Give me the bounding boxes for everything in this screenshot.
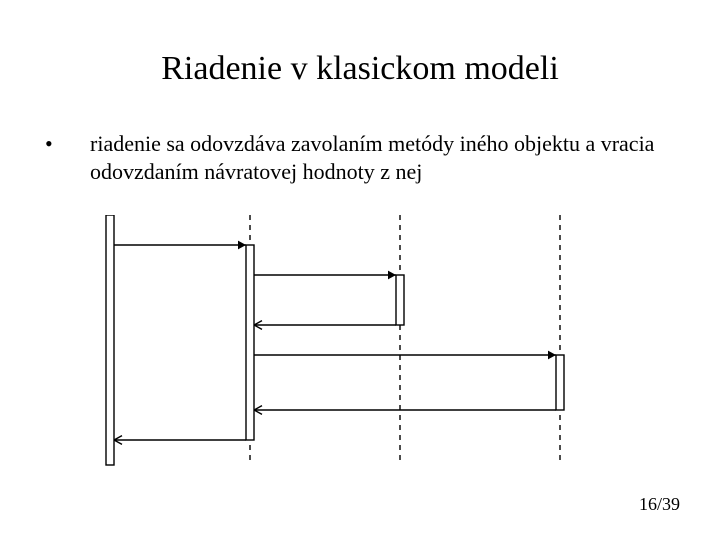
arrowhead-icon — [388, 271, 396, 280]
arrowhead-icon — [238, 241, 246, 250]
slide-title: Riadenie v klasickom modeli — [0, 50, 720, 88]
sequence-diagram — [90, 215, 600, 470]
activation-bar — [396, 275, 404, 325]
activation-bar — [246, 245, 254, 440]
activation-bar — [556, 355, 564, 410]
bullet-text: riadenie sa odovzdáva zavolaním metódy i… — [90, 130, 675, 185]
slide: Riadenie v klasickom modeli • riadenie s… — [0, 0, 720, 540]
arrowhead-icon — [548, 351, 556, 360]
bullet-item: • riadenie sa odovzdáva zavolaním metódy… — [45, 130, 675, 185]
page-number: 16/39 — [639, 494, 680, 515]
activation-bar — [106, 215, 114, 465]
bullet-marker: • — [45, 130, 53, 158]
